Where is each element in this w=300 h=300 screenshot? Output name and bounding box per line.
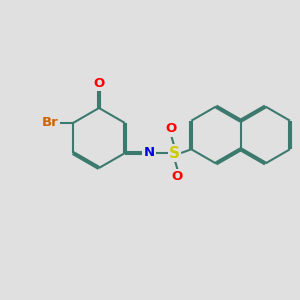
Text: O: O	[93, 76, 105, 90]
Text: Br: Br	[42, 116, 59, 130]
Text: O: O	[172, 170, 183, 184]
Text: O: O	[166, 122, 177, 136]
Text: N: N	[143, 146, 155, 160]
Text: S: S	[169, 146, 180, 160]
